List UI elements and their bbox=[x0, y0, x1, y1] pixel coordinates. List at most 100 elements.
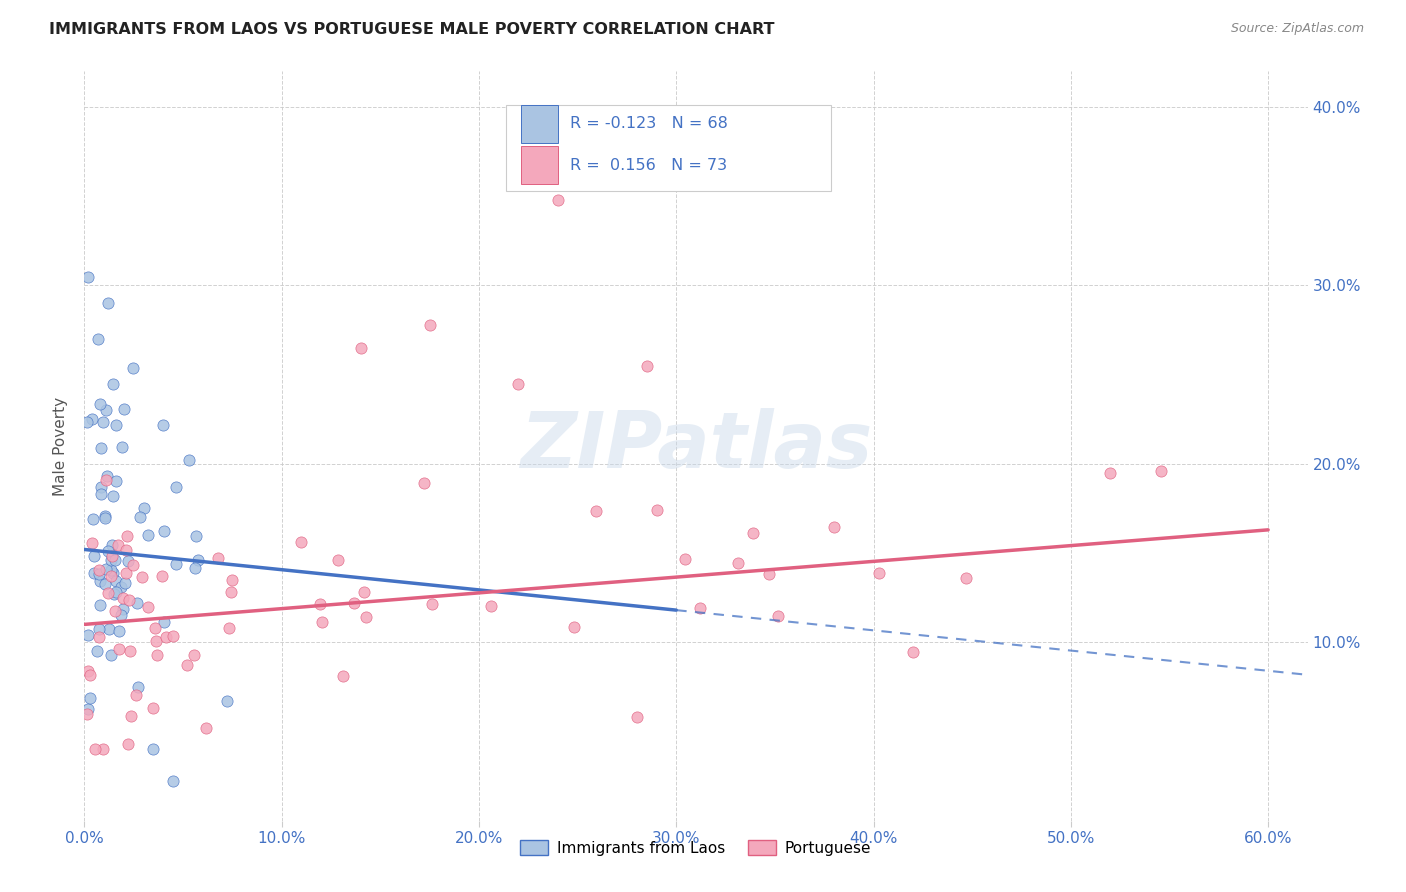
Point bbox=[120, 643, 142, 657]
Point bbox=[117, 554, 139, 568]
Point bbox=[122, 361, 145, 376]
Point bbox=[97, 622, 120, 636]
Point bbox=[207, 551, 229, 566]
Point bbox=[354, 610, 377, 624]
Point bbox=[105, 574, 128, 589]
Point bbox=[547, 193, 569, 207]
Point bbox=[89, 599, 111, 613]
Point bbox=[727, 556, 749, 570]
Point bbox=[89, 574, 111, 589]
Point bbox=[955, 571, 977, 585]
Point bbox=[645, 502, 668, 516]
Point bbox=[107, 624, 129, 638]
Point bbox=[100, 563, 122, 577]
Point bbox=[311, 615, 333, 629]
Point bbox=[162, 629, 184, 643]
Legend: Immigrants from Laos, Portuguese: Immigrants from Laos, Portuguese bbox=[515, 834, 877, 862]
Point bbox=[97, 543, 120, 558]
Point bbox=[152, 418, 174, 433]
Point bbox=[105, 474, 128, 488]
Point bbox=[349, 341, 371, 355]
Point bbox=[104, 585, 127, 599]
Point bbox=[153, 524, 176, 539]
Point bbox=[111, 591, 134, 606]
Point bbox=[183, 648, 205, 662]
Point bbox=[626, 710, 648, 724]
Point bbox=[82, 512, 104, 526]
Point bbox=[76, 706, 98, 721]
Text: R = -0.123   N = 68: R = -0.123 N = 68 bbox=[569, 116, 728, 131]
Point bbox=[112, 601, 135, 615]
Point bbox=[326, 552, 349, 566]
Point bbox=[187, 552, 209, 566]
Point bbox=[332, 669, 354, 683]
Point bbox=[87, 332, 110, 346]
FancyBboxPatch shape bbox=[522, 146, 558, 184]
Point bbox=[107, 539, 129, 553]
Point bbox=[100, 549, 122, 563]
Point bbox=[104, 553, 127, 567]
Point bbox=[308, 598, 330, 612]
Point bbox=[136, 528, 159, 542]
Point bbox=[823, 520, 845, 534]
Text: ZIPatlas: ZIPatlas bbox=[520, 408, 872, 484]
Point bbox=[150, 569, 173, 583]
Point bbox=[118, 592, 141, 607]
Point bbox=[90, 480, 112, 494]
Point bbox=[94, 577, 117, 591]
Point bbox=[215, 694, 238, 708]
Point bbox=[194, 721, 217, 735]
Point bbox=[125, 688, 148, 702]
Point bbox=[93, 742, 115, 756]
FancyBboxPatch shape bbox=[506, 105, 831, 191]
Point bbox=[76, 665, 98, 679]
Point bbox=[508, 376, 530, 391]
Point bbox=[121, 558, 143, 572]
Point bbox=[165, 480, 187, 494]
Point bbox=[86, 644, 108, 658]
Point bbox=[76, 415, 98, 429]
Point bbox=[221, 573, 243, 587]
Point bbox=[108, 641, 131, 656]
Point bbox=[132, 501, 155, 516]
Point bbox=[110, 608, 132, 623]
Point bbox=[120, 709, 142, 723]
Point bbox=[127, 680, 149, 694]
Point bbox=[131, 570, 153, 584]
Point bbox=[115, 542, 138, 557]
Point bbox=[94, 473, 117, 487]
Point bbox=[219, 585, 242, 599]
Point bbox=[343, 596, 366, 610]
Point bbox=[96, 562, 118, 576]
Point bbox=[96, 403, 118, 417]
Point bbox=[419, 318, 441, 332]
Point bbox=[96, 468, 118, 483]
Point bbox=[94, 511, 117, 525]
Point bbox=[104, 604, 127, 618]
Point bbox=[100, 648, 122, 662]
Point bbox=[143, 621, 166, 635]
Point bbox=[153, 615, 176, 629]
Point bbox=[97, 586, 120, 600]
Point bbox=[766, 608, 789, 623]
Point bbox=[585, 504, 607, 518]
Point bbox=[636, 359, 658, 373]
Point bbox=[186, 529, 208, 543]
Point bbox=[91, 415, 114, 429]
Point bbox=[112, 401, 135, 416]
Point bbox=[101, 566, 124, 580]
Point bbox=[114, 576, 136, 591]
Point bbox=[290, 535, 312, 549]
Point bbox=[77, 702, 100, 716]
Text: IMMIGRANTS FROM LAOS VS PORTUGUESE MALE POVERTY CORRELATION CHART: IMMIGRANTS FROM LAOS VS PORTUGUESE MALE … bbox=[49, 22, 775, 37]
FancyBboxPatch shape bbox=[522, 105, 558, 143]
Point bbox=[89, 397, 111, 411]
Point bbox=[1150, 464, 1173, 478]
Point bbox=[103, 587, 125, 601]
Point bbox=[1099, 466, 1122, 480]
Point bbox=[89, 622, 111, 636]
Point bbox=[101, 538, 124, 552]
Point bbox=[162, 774, 184, 789]
Point bbox=[177, 452, 200, 467]
Point bbox=[97, 296, 120, 310]
